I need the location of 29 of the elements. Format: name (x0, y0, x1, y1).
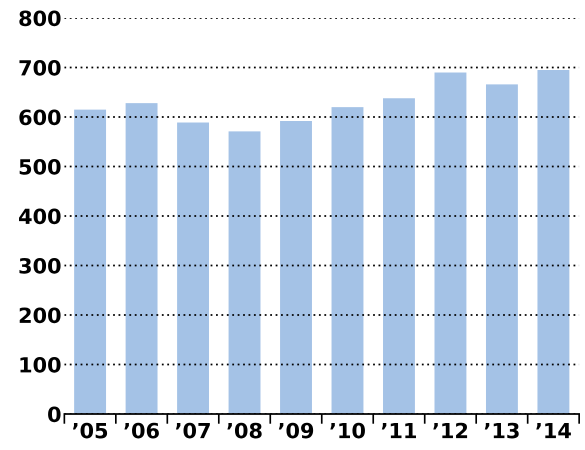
bar (486, 84, 518, 414)
y-tick-label: 0 (48, 406, 61, 422)
bar (74, 110, 106, 414)
y-tick-label: 600 (19, 109, 61, 126)
bar (332, 107, 364, 414)
bar (434, 72, 466, 414)
x-tick-label: ’06 (124, 422, 159, 438)
y-tick-label: 400 (19, 208, 61, 224)
bar (228, 131, 260, 414)
x-tick-label: ’09 (278, 422, 314, 438)
bar (383, 98, 415, 414)
y-tick-label: 500 (20, 158, 61, 175)
x-tick-label: ’10 (330, 422, 365, 438)
x-tick-label: ’11 (382, 422, 416, 438)
x-tick-label: ’07 (176, 422, 210, 438)
y-tick-label: 100 (20, 356, 61, 373)
x-tick-label: ’13 (484, 422, 519, 438)
x-tick-label: ’05 (72, 422, 108, 438)
x-tick-label: ’14 (536, 422, 571, 438)
x-tick-label: ’12 (433, 422, 468, 438)
y-tick-label: 300 (19, 258, 61, 274)
y-tick-label: 700 (19, 60, 61, 76)
bar (177, 122, 210, 414)
y-tick-label: 200 (20, 307, 61, 324)
bar (126, 103, 158, 414)
y-tick-label: 800 (19, 10, 61, 26)
bar (537, 70, 570, 414)
bar (280, 120, 312, 414)
x-tick-label: ’08 (227, 422, 262, 438)
